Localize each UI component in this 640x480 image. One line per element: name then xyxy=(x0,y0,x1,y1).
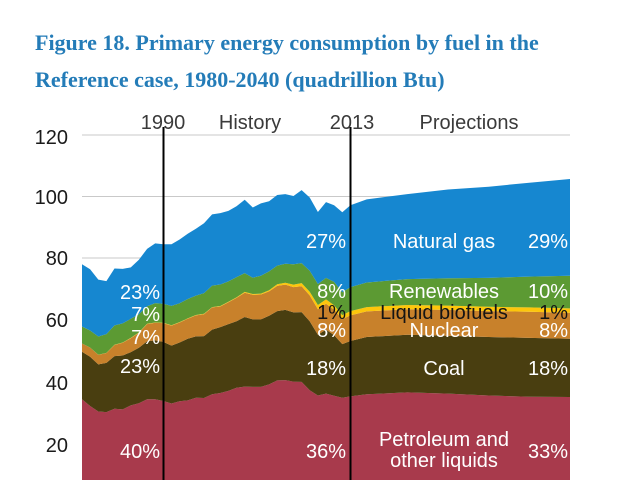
area-renewables xyxy=(82,263,570,355)
area-petroleum xyxy=(82,380,570,480)
figure-title: Figure 18. Primary energy consumption by… xyxy=(35,30,539,92)
area-nuclear xyxy=(82,284,570,365)
area-natural_gas xyxy=(82,179,570,337)
area-coal xyxy=(82,309,570,413)
